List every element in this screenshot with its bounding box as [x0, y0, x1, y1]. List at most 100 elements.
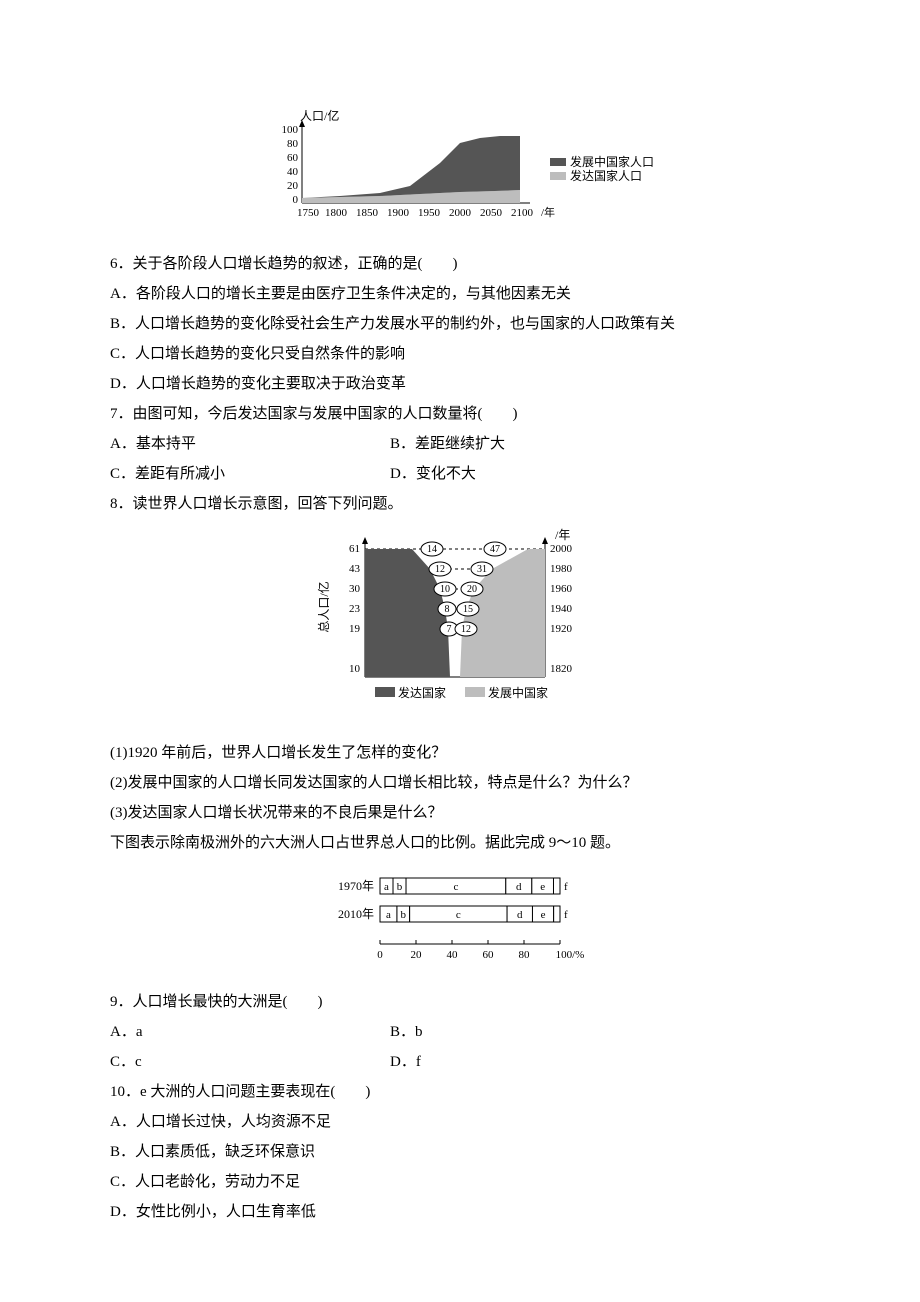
q10-optA: A．人口增长过快，人均资源不足 — [110, 1107, 810, 1137]
chart1-area-developing — [302, 136, 520, 198]
svg-text:c: c — [456, 909, 461, 921]
svg-text:a: a — [386, 909, 391, 921]
svg-text:d: d — [516, 881, 522, 893]
svg-text:e: e — [540, 881, 545, 893]
q7-optC: C．差距有所减小 — [110, 459, 390, 489]
svg-text:7: 7 — [447, 624, 452, 635]
svg-text:2010年: 2010年 — [338, 907, 374, 921]
chart-world-growth-funnel: 总人口/亿 61 43 30 23 19 10 /年 2000 1980 196… — [110, 527, 810, 728]
svg-text:31: 31 — [477, 564, 487, 575]
chart-population-growth: 人口/亿 0 20 40 60 80 100 1750 1800 1850 19… — [110, 108, 810, 239]
q6-optC: C．人口增长趋势的变化只受自然条件的影响 — [110, 339, 810, 369]
chart-six-continents: 1970年abcdef 2010年abcdef 020406080100/% — [110, 866, 810, 977]
chart1-legend2: 发达国家人口 — [570, 168, 642, 183]
svg-text:1950: 1950 — [418, 207, 441, 219]
svg-text:1800: 1800 — [325, 207, 348, 219]
q9-optA: A．a — [110, 1017, 390, 1047]
chart1-xticks: 1750 1800 1850 1900 1950 2000 2050 2100 … — [297, 205, 555, 219]
q6-optA: A．各阶段人口的增长主要是由医疗卫生条件决定的，与其他因素无关 — [110, 279, 810, 309]
chart2-ylabel: 总人口/亿 — [316, 581, 331, 632]
svg-text:10: 10 — [349, 663, 361, 675]
svg-text:2050: 2050 — [480, 207, 503, 219]
q8-sub2: (2)发展中国家的人口增长同发达国家的人口增长相比较，特点是什么？为什么？ — [110, 768, 810, 798]
chart1-svg: 人口/亿 0 20 40 60 80 100 1750 1800 1850 19… — [260, 108, 660, 228]
svg-text:100: 100 — [282, 124, 299, 136]
chart2-legend-right: 发展中国家 — [488, 685, 548, 700]
svg-text:e: e — [541, 909, 546, 921]
chart1-legend1: 发展中国家人口 — [570, 154, 654, 169]
svg-text:20: 20 — [467, 584, 477, 595]
svg-text:1920: 1920 — [550, 623, 573, 635]
chart3-xticks: 0 20 40 60 80 100/% — [377, 940, 584, 961]
svg-text:43: 43 — [349, 563, 361, 575]
q7-optD: D．变化不大 — [390, 459, 670, 489]
q9-optB: B．b — [390, 1017, 670, 1047]
svg-text:10: 10 — [440, 584, 450, 595]
chart3-row-2010: 2010年abcdef — [338, 906, 568, 922]
q10-stem: 10．e 大洲的人口问题主要表现在( ) — [110, 1077, 810, 1107]
svg-text:60: 60 — [287, 152, 299, 164]
svg-text:100/%: 100/% — [556, 949, 585, 961]
chart2-legend-left: 发达国家 — [398, 685, 446, 700]
q9-optC: C．c — [110, 1047, 390, 1077]
svg-text:47: 47 — [490, 544, 500, 555]
chart1-ylabel: 人口/亿 — [300, 108, 339, 123]
svg-text:/年: /年 — [541, 205, 555, 219]
q8-sub1: (1)1920 年前后，世界人口增长发生了怎样的变化？ — [110, 738, 810, 768]
chart3-row-1970: 1970年 ab c d e f — [338, 878, 568, 894]
svg-text:20: 20 — [411, 949, 423, 961]
q9-stem: 9．人口增长最快的大洲是( ) — [110, 987, 810, 1017]
svg-text:c: c — [453, 881, 458, 893]
q10-optD: D．女性比例小，人口生育率低 — [110, 1197, 810, 1227]
svg-text:f: f — [564, 881, 568, 893]
chart1-yticks: 0 20 40 60 80 100 — [282, 124, 299, 206]
svg-text:12: 12 — [435, 564, 445, 575]
svg-text:a: a — [384, 881, 389, 893]
svg-text:19: 19 — [349, 623, 361, 635]
chart2-right-years: 2000 1980 1960 1940 1920 1820 — [550, 543, 573, 675]
svg-text:14: 14 — [427, 544, 437, 555]
q8-stem: 8．读世界人口增长示意图，回答下列问题。 — [110, 489, 810, 519]
svg-text:f: f — [564, 909, 568, 921]
svg-text:b: b — [401, 909, 407, 921]
svg-text:1970年: 1970年 — [338, 879, 374, 893]
q6-optD: D．人口增长趋势的变化主要取决于政治变革 — [110, 369, 810, 399]
chart2-left-ticks: 61 43 30 23 19 10 — [349, 543, 361, 675]
svg-text:1900: 1900 — [387, 207, 410, 219]
svg-text:0: 0 — [377, 949, 383, 961]
svg-text:2000: 2000 — [550, 543, 573, 555]
q7-optA: A．基本持平 — [110, 429, 390, 459]
q10-optB: B．人口素质低，缺乏环保意识 — [110, 1137, 810, 1167]
svg-text:8: 8 — [445, 604, 450, 615]
q7-stem: 7．由图可知，今后发达国家与发展中国家的人口数量将( ) — [110, 399, 810, 429]
svg-text:30: 30 — [349, 583, 361, 595]
q9-optD: D．f — [390, 1047, 670, 1077]
svg-text:15: 15 — [463, 604, 473, 615]
svg-text:b: b — [397, 881, 403, 893]
svg-text:2000: 2000 — [449, 207, 472, 219]
svg-text:23: 23 — [349, 603, 361, 615]
svg-text:1940: 1940 — [550, 603, 573, 615]
svg-text:80: 80 — [519, 949, 531, 961]
svg-text:61: 61 — [349, 543, 360, 555]
svg-text:40: 40 — [447, 949, 459, 961]
svg-text:2100: 2100 — [511, 207, 534, 219]
chart3-svg: 1970年abcdef 2010年abcdef 020406080100/% — [310, 866, 610, 966]
svg-text:1820: 1820 — [550, 663, 573, 675]
svg-text:1750: 1750 — [297, 207, 320, 219]
q8-sub3: (3)发达国家人口增长状况带来的不良后果是什么？ — [110, 798, 810, 828]
svg-text:20: 20 — [287, 180, 299, 192]
svg-text:0: 0 — [293, 194, 299, 206]
intro-9-10: 下图表示除南极洲外的六大洲人口占世界总人口的比例。据此完成 9～10 题。 — [110, 828, 810, 858]
q6-optB: B．人口增长趋势的变化除受社会生产力发展水平的制约外，也与国家的人口政策有关 — [110, 309, 810, 339]
chart2-svg: 总人口/亿 61 43 30 23 19 10 /年 2000 1980 196… — [310, 527, 610, 717]
svg-text:12: 12 — [461, 624, 471, 635]
q10-optC: C．人口老龄化，劳动力不足 — [110, 1167, 810, 1197]
svg-text:80: 80 — [287, 138, 299, 150]
q6-stem: 6．关于各阶段人口增长趋势的叙述，正确的是( ) — [110, 249, 810, 279]
svg-text:40: 40 — [287, 166, 299, 178]
q7-optB: B．差距继续扩大 — [390, 429, 670, 459]
svg-text:1960: 1960 — [550, 583, 573, 595]
svg-text:60: 60 — [483, 949, 495, 961]
svg-text:1850: 1850 — [356, 207, 379, 219]
